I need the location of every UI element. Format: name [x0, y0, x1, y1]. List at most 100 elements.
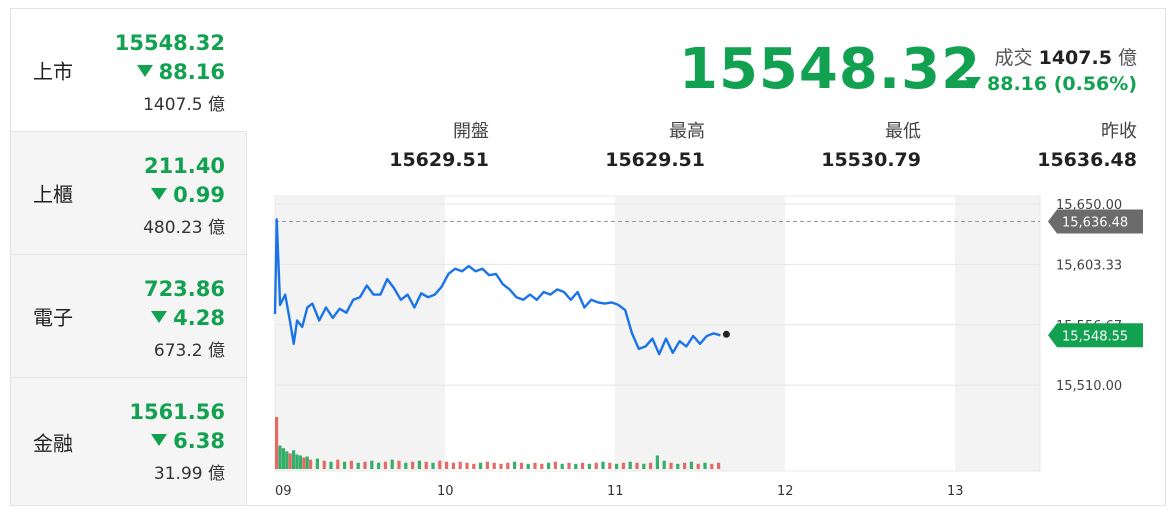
volume-bar: [404, 462, 408, 469]
volume-bar: [717, 462, 721, 469]
volume-bar: [298, 455, 302, 469]
market-value: 15548.32: [114, 31, 225, 55]
last-price-flag: [1048, 323, 1143, 348]
plot-frame: [274, 195, 1041, 472]
volume-bar: [587, 463, 591, 469]
x-tick-label: 10: [437, 484, 454, 496]
market-volume: 1407.5 億: [143, 95, 225, 115]
volume-bar: [390, 459, 394, 469]
volume-bars: [275, 417, 721, 469]
down-triangle-icon: [151, 434, 168, 446]
volume-bar: [676, 463, 680, 469]
market-value: 211.40: [143, 154, 225, 178]
volume-bar: [547, 462, 551, 469]
volume-bar: [601, 461, 605, 469]
volume-bar: [615, 463, 619, 469]
down-triangle-icon: [136, 65, 153, 77]
volume-bar: [472, 463, 476, 469]
last-price-flag-label: 15,548.55: [1062, 329, 1128, 344]
volume-bar: [655, 455, 659, 469]
volume-bar: [628, 461, 632, 469]
index-price: 15548.32: [679, 37, 982, 102]
volume-bar: [621, 462, 625, 469]
volume-bar: [288, 453, 292, 469]
market-name: 上市: [33, 59, 73, 84]
price-line: [273, 218, 721, 356]
prev-close-flag: [1048, 209, 1143, 234]
price-series: [273, 218, 730, 356]
volume-bar: [608, 462, 612, 469]
hour-bands: [274, 195, 1041, 472]
y-tick-label: 15,603.33: [1056, 258, 1122, 273]
hour-band: [955, 196, 1040, 471]
volume-bar: [560, 463, 564, 469]
volume-bar: [397, 460, 401, 469]
volume-bar: [417, 460, 421, 469]
market-volume: 31.99 億: [153, 464, 225, 484]
x-axis: 09 10 11 12 13: [275, 484, 964, 496]
stat-low: 最低 15530.79: [821, 121, 921, 171]
y-tick-label: 15,510.00: [1056, 379, 1122, 394]
grid-lines: [275, 203, 1040, 386]
sidebar-divider: [246, 132, 247, 505]
volume-bar: [540, 463, 544, 469]
price-flags: 15,636.48 15,548.55: [1048, 209, 1143, 348]
quote-panel: 上市 15548.32 88.16 1407.5 億 上櫃 211.40 0.9…: [10, 8, 1166, 506]
market-value: 723.86: [143, 277, 225, 301]
volume-bar: [292, 450, 296, 469]
volume-bar: [305, 456, 309, 469]
volume-bar: [336, 459, 340, 469]
stat-open: 開盤 15629.51: [389, 121, 489, 171]
volume-bar: [533, 462, 537, 469]
volume-bar: [479, 462, 483, 469]
index-change: 88.16 (0.56%): [965, 73, 1137, 95]
volume-bar: [322, 460, 326, 469]
prev-close-flag-label: 15,636.48: [1062, 215, 1128, 230]
hour-band: [275, 196, 445, 471]
market-tab-electronics[interactable]: 電子 723.86 4.28 673.2 億: [11, 255, 246, 378]
volume-bar: [526, 463, 530, 469]
volume-bar: [689, 461, 693, 469]
volume-bar: [669, 462, 673, 469]
x-tick-label: 09: [275, 484, 292, 496]
volume-bar: [356, 462, 360, 469]
market-tab-finance[interactable]: 金融 1561.56 6.38 31.99 億: [11, 378, 246, 505]
market-sidebar: 上市 15548.32 88.16 1407.5 億 上櫃 211.40 0.9…: [11, 9, 246, 505]
x-tick-label: 11: [607, 484, 624, 496]
volume-bar: [499, 463, 503, 469]
volume-bar: [642, 463, 646, 469]
hour-band: [615, 196, 785, 471]
volume-bar: [278, 445, 282, 469]
market-volume: 480.23 億: [143, 218, 225, 238]
stat-prev-close: 昨收 15636.48: [1037, 121, 1137, 171]
market-change: 6.38: [151, 429, 225, 453]
down-triangle-icon: [151, 188, 168, 200]
volume-bar: [696, 463, 700, 469]
volume-bar: [458, 461, 462, 469]
volume-bar: [343, 461, 347, 469]
volume-bar: [431, 462, 435, 469]
market-tab-listed[interactable]: 上市 15548.32 88.16 1407.5 億: [11, 9, 246, 132]
last-point-marker: [722, 330, 730, 338]
y-tick-label: 15,650.00: [1056, 198, 1122, 213]
volume-bar: [424, 461, 428, 469]
market-name: 金融: [33, 431, 73, 455]
volume-bar: [581, 462, 585, 469]
volume-bar: [349, 460, 353, 469]
market-name: 上櫃: [33, 182, 73, 207]
volume-bar: [275, 417, 279, 469]
volume-bar: [662, 460, 666, 469]
volume-bar: [377, 462, 381, 469]
volume-bar: [285, 451, 289, 469]
down-triangle-icon: [965, 76, 981, 89]
volume-bar: [519, 462, 523, 469]
volume-bar: [281, 448, 285, 469]
x-tick-label: 13: [947, 484, 964, 496]
volume-bar: [574, 463, 578, 469]
market-tab-otc[interactable]: 上櫃 211.40 0.99 480.23 億: [11, 132, 246, 255]
volume-bar: [295, 454, 299, 469]
market-change: 0.99: [151, 183, 225, 207]
market-change: 4.28: [151, 306, 225, 330]
volume-bar: [302, 457, 306, 469]
